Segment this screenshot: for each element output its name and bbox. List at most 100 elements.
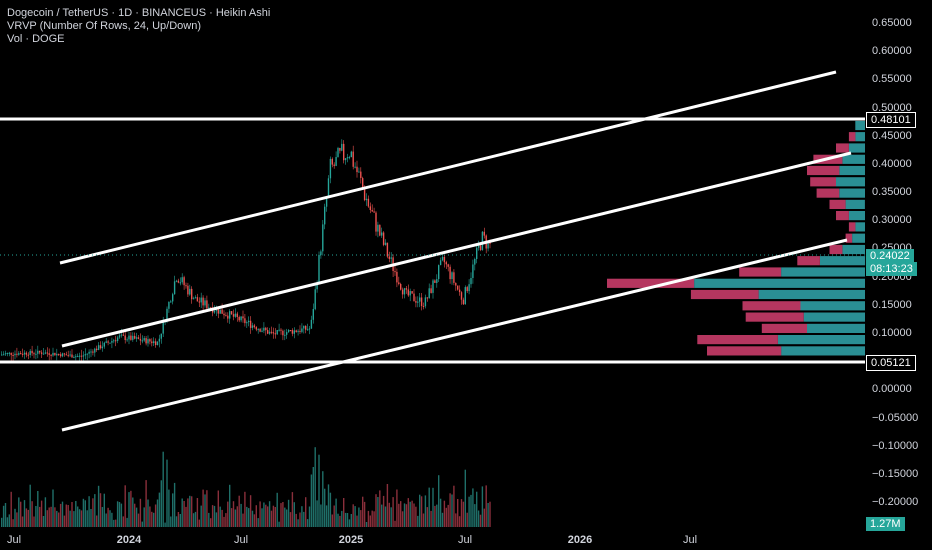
volume-bar <box>316 500 318 527</box>
volume-bar <box>88 496 90 527</box>
volume-bar <box>124 485 126 527</box>
volume-profile-down-bar <box>690 289 759 300</box>
volume-bar <box>185 506 187 527</box>
volume-bar <box>211 505 214 527</box>
time-tick-label: Jul <box>6 534 22 546</box>
lower-channel-line[interactable] <box>61 238 848 432</box>
volume-bar <box>377 497 379 527</box>
volume-bar <box>50 506 52 527</box>
volume-bar <box>27 509 29 527</box>
volume-bar <box>341 510 343 527</box>
volume-bar <box>120 503 123 527</box>
time-tick-label: 2024 <box>116 534 142 546</box>
volume-bar <box>151 511 153 527</box>
volume-bar <box>48 507 50 527</box>
lower-line-price-label: 0.05121 <box>866 355 916 371</box>
volume-bar <box>204 494 206 527</box>
middle-channel-line[interactable] <box>61 151 852 348</box>
volume-bar <box>354 506 356 527</box>
volume-bar <box>145 480 147 527</box>
volume-bar <box>160 480 162 527</box>
volume-bar <box>210 518 212 527</box>
volume-bar <box>168 489 170 527</box>
volume-bar <box>438 475 440 527</box>
volume-bar <box>369 515 371 527</box>
volume-bar <box>37 491 39 527</box>
volume-profile-up-bar <box>781 267 865 277</box>
volume-bar <box>297 519 299 527</box>
volume-profile-up-bar <box>819 256 866 266</box>
volume-bar <box>189 495 191 527</box>
volume-bar <box>278 521 280 527</box>
volume-profile-down-bar <box>797 256 820 266</box>
volume-bar <box>299 512 301 527</box>
volume-bar <box>362 496 364 527</box>
time-tick-label: Jul <box>457 534 473 546</box>
volume-profile-up-bar <box>839 165 865 176</box>
volume-bar <box>466 512 468 527</box>
volume-profile-down-bar <box>845 233 853 243</box>
volume-bar <box>179 514 181 527</box>
volume-profile-up-bar <box>758 289 865 300</box>
volume-bar <box>481 486 484 527</box>
volume-bar <box>25 508 28 527</box>
volume-profile-up-bar <box>781 346 865 356</box>
volume-bar <box>350 514 352 527</box>
volume-bar <box>274 507 276 527</box>
volume-bar <box>280 503 282 527</box>
volume-bar <box>291 492 294 527</box>
volume-bar <box>78 509 81 527</box>
volume-label: 1.27M <box>866 517 905 531</box>
volume-bar <box>324 488 326 527</box>
volume-bar <box>86 510 88 527</box>
time-tick-label: Jul <box>233 534 249 546</box>
volume-bar <box>441 512 444 527</box>
volume-bar <box>162 451 164 527</box>
volume-profile-up-bar <box>839 188 865 198</box>
volume-bar <box>331 514 333 527</box>
legend-title[interactable]: Dogecoin / TetherUS · 1D · BINANCEUS · H… <box>7 7 271 19</box>
current-price-label: 0.24022 <box>866 249 914 263</box>
volume-bar <box>172 493 174 527</box>
volume-bar <box>443 500 446 527</box>
volume-bar <box>419 494 421 527</box>
volume-bar <box>90 509 92 527</box>
price-tick-label: 0.10000 <box>872 327 912 339</box>
volume-bar <box>343 498 345 527</box>
legend-volume[interactable]: Vol · DOGE <box>7 33 65 45</box>
countdown-label: 08:13:23 <box>866 262 917 276</box>
volume-bar <box>295 513 297 527</box>
price-tick-label: −0.10000 <box>872 439 919 452</box>
volume-bar <box>42 516 45 527</box>
volume-bar <box>69 510 71 527</box>
candle <box>73 357 75 359</box>
volume-bar <box>191 496 193 527</box>
volume-bar <box>135 507 138 527</box>
volume-profile-down-bar <box>829 244 843 255</box>
volume-bar <box>268 501 271 527</box>
volume-profile-down-bar <box>807 165 840 176</box>
legend-vrvp[interactable]: VRVP (Number Of Rows, 24, Up/Down) <box>7 20 201 32</box>
volume-bar <box>80 510 83 527</box>
volume-bar <box>457 499 459 527</box>
volume-bar <box>75 501 77 527</box>
volume-bar <box>392 497 394 527</box>
upper-channel-line[interactable] <box>59 70 837 265</box>
volume-bar <box>462 501 465 527</box>
volume-bar <box>97 485 100 527</box>
volume-profile-up-bar <box>800 301 865 311</box>
upper-line-price-label: 0.48101 <box>866 112 916 128</box>
candle <box>42 353 45 355</box>
volume-bar <box>464 469 466 527</box>
volume-bar <box>398 503 400 527</box>
volume-bar <box>337 513 339 527</box>
volume-bar <box>242 513 244 527</box>
volume-bar <box>379 490 381 527</box>
volume-bar <box>39 506 41 527</box>
volume-bar <box>215 512 218 527</box>
volume-profile-down-bar <box>836 143 849 153</box>
candle <box>109 342 111 344</box>
price-tick-label: 0.45000 <box>872 129 912 142</box>
volume-bar <box>234 509 237 527</box>
